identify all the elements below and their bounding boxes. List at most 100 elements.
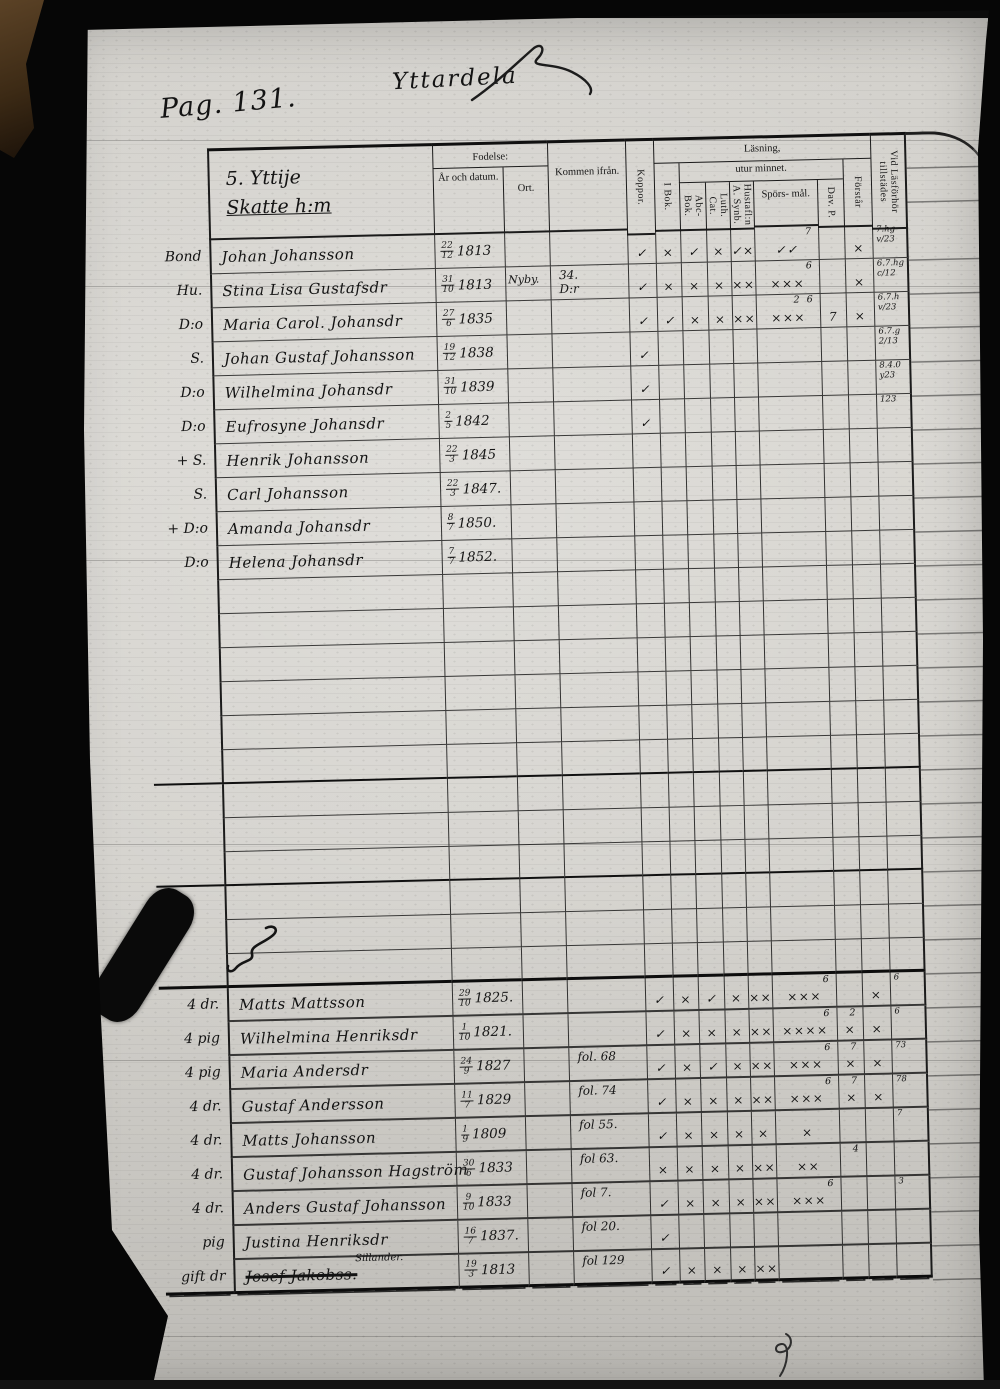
cell-davids-psalms-mark xyxy=(827,633,855,668)
cell-hustavlan-mark: ×× xyxy=(751,1145,777,1180)
cell-abc-book-mark xyxy=(684,398,711,434)
header-smallpox: Koppor. xyxy=(624,137,656,236)
cell-exam-attendance-note xyxy=(887,903,925,939)
cell-questions-mark xyxy=(766,735,831,772)
cell-birth-date xyxy=(446,743,517,779)
cell-exam-attendance-note: 6.7.hg c/12 xyxy=(872,257,910,293)
row-relation-label: 4 dr. xyxy=(187,996,220,1014)
cell-name xyxy=(223,846,450,887)
cell-questions-mark xyxy=(769,871,835,908)
cell-luther-catechism-mark xyxy=(709,364,735,399)
cell-name: Maria Carol. Johansdr xyxy=(210,303,437,343)
cell-exam-attendance-note xyxy=(895,1243,933,1279)
row-relation-label: gift dr xyxy=(165,1260,234,1296)
cell-in-book-mark xyxy=(667,773,694,808)
cell-smallpox-mark xyxy=(639,773,669,809)
cell-name xyxy=(219,676,446,717)
cell-name: Stina Lisa Gustafsdr xyxy=(209,269,436,309)
cell-questions-mark xyxy=(765,701,830,738)
header-birth-date: År och datum. xyxy=(432,167,505,236)
cell-understands-mark xyxy=(857,802,887,838)
cell-exam-attendance-note xyxy=(878,495,916,531)
cell-in-book-mark: × xyxy=(672,977,699,1012)
row-relation-label: 4 dr. xyxy=(191,1200,225,1218)
cell-understands-mark: × xyxy=(844,258,874,294)
cell-luther-catechism-mark xyxy=(715,635,741,671)
cell-smallpox-mark xyxy=(636,637,666,673)
cell-name: Helena Johansdr xyxy=(216,540,443,581)
cell-abc-book-mark xyxy=(693,806,721,842)
cell-exam-attendance-note xyxy=(880,597,918,633)
cell-came-from xyxy=(553,434,633,471)
cell-birth-date: 9 10 1833 xyxy=(456,1185,528,1221)
row-relation-label xyxy=(151,648,220,684)
cell-understands-mark xyxy=(851,564,881,600)
cell-understands-mark xyxy=(855,734,885,770)
cell-birth-place xyxy=(516,776,563,812)
pen-squiggle-icon xyxy=(226,925,278,973)
cell-smallpox-mark: ✓ xyxy=(649,1181,679,1217)
cell-hustavlan-mark xyxy=(734,431,760,467)
cell-hustavlan-mark: ×× xyxy=(752,1179,778,1214)
cell-abc-book-mark: × xyxy=(700,1112,728,1148)
cell-abc-book-mark xyxy=(692,738,719,774)
cell-davids-psalms-mark xyxy=(821,395,849,430)
header-luther-catechism: Luth. Cat. xyxy=(704,182,731,231)
cell-questions-mark: ×××× 6 xyxy=(772,1007,838,1044)
cell-name: Amanda Johansdr xyxy=(215,506,442,547)
cell-birth-place xyxy=(520,912,566,948)
cell-smallpox-mark xyxy=(634,535,664,571)
cell-luther-catechism-mark xyxy=(714,568,739,603)
cell-understands-mark: × xyxy=(861,972,891,1008)
cell-came-from: fol 7. xyxy=(571,1182,651,1219)
cell-smallpox-mark xyxy=(632,467,662,503)
cell-abc-book-mark xyxy=(687,534,715,570)
cell-smallpox-mark: ✓ xyxy=(629,331,659,367)
row-relation-label xyxy=(150,614,219,650)
cell-luther-catechism-mark: × xyxy=(730,1247,755,1283)
cell-name: Wilhelmina Johansdr xyxy=(212,371,439,411)
cell-hustavlan-mark: ✓× xyxy=(730,227,755,263)
cell-exam-attendance-note: 78 xyxy=(891,1073,929,1109)
cell-name xyxy=(217,574,443,615)
cell-birth-place xyxy=(528,1252,574,1288)
cell-davids-psalms-mark xyxy=(833,871,860,906)
cell-hustavlan-mark: ×× xyxy=(750,1077,775,1112)
cell-understands-mark xyxy=(854,666,884,702)
cell-came-from xyxy=(557,570,636,607)
cell-birth-date: 19 12 1838 xyxy=(436,335,508,372)
cell-questions-mark xyxy=(757,361,822,398)
header-came-from: Kommen ifrån. xyxy=(546,138,628,233)
cell-abc-book-mark: ✓ xyxy=(680,228,707,264)
cell-exam-attendance-note xyxy=(886,835,924,871)
cell-birth-date xyxy=(445,709,517,745)
cell-birth-date: 11 7 1829 xyxy=(454,1083,525,1119)
row-relation-label: 4 pig xyxy=(184,1030,221,1048)
cell-birth-place xyxy=(515,708,562,744)
cell-birth-date: 31 10 1813 xyxy=(434,267,506,304)
table-header: 5. Yttije Skatte h:m Fodelse: År och dat… xyxy=(139,131,909,242)
cell-abc-book-mark xyxy=(690,670,718,706)
cell-davids-psalms-mark: × 7 xyxy=(838,1075,865,1110)
cell-understands-mark xyxy=(859,904,889,940)
cell-birth-date: 30 6 1833 xyxy=(455,1151,527,1187)
row-relation-label: Hu. xyxy=(176,282,203,300)
cell-davids-psalms-mark xyxy=(817,225,845,261)
cell-name xyxy=(220,710,447,751)
cell-understands-mark: × xyxy=(863,1040,892,1076)
cell-abc-book-mark: × xyxy=(704,1248,731,1283)
cell-understands-mark xyxy=(850,496,880,532)
cell-hustavlan-mark: ×× xyxy=(730,261,756,297)
cell-birth-place xyxy=(526,1184,573,1220)
cell-questions-mark: × xyxy=(774,1109,840,1146)
cell-birth-place xyxy=(521,980,568,1016)
cell-birth-date: 29 10 1825. xyxy=(451,981,523,1017)
cell-birth-place xyxy=(517,810,564,846)
cell-questions-mark xyxy=(764,667,830,704)
cell-davids-psalms-mark xyxy=(825,531,852,566)
cell-understands-mark xyxy=(865,1142,895,1178)
cell-came-from xyxy=(551,332,631,369)
cell-luther-catechism-mark xyxy=(710,432,736,467)
cell-birth-date: 1 10 1821. xyxy=(452,1015,524,1051)
cell-understands-mark xyxy=(849,462,879,498)
